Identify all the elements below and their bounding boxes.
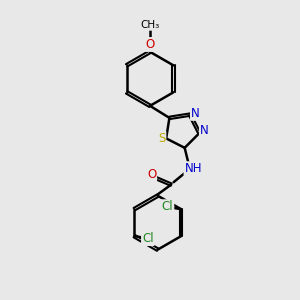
Text: Cl: Cl: [142, 232, 154, 245]
Text: Cl: Cl: [162, 200, 173, 213]
Text: O: O: [146, 38, 154, 51]
Text: N: N: [200, 124, 208, 137]
Text: O: O: [147, 168, 156, 181]
Text: NH: NH: [184, 162, 202, 175]
Text: S: S: [158, 132, 165, 145]
Text: CH₃: CH₃: [140, 20, 160, 30]
Text: N: N: [191, 107, 200, 120]
